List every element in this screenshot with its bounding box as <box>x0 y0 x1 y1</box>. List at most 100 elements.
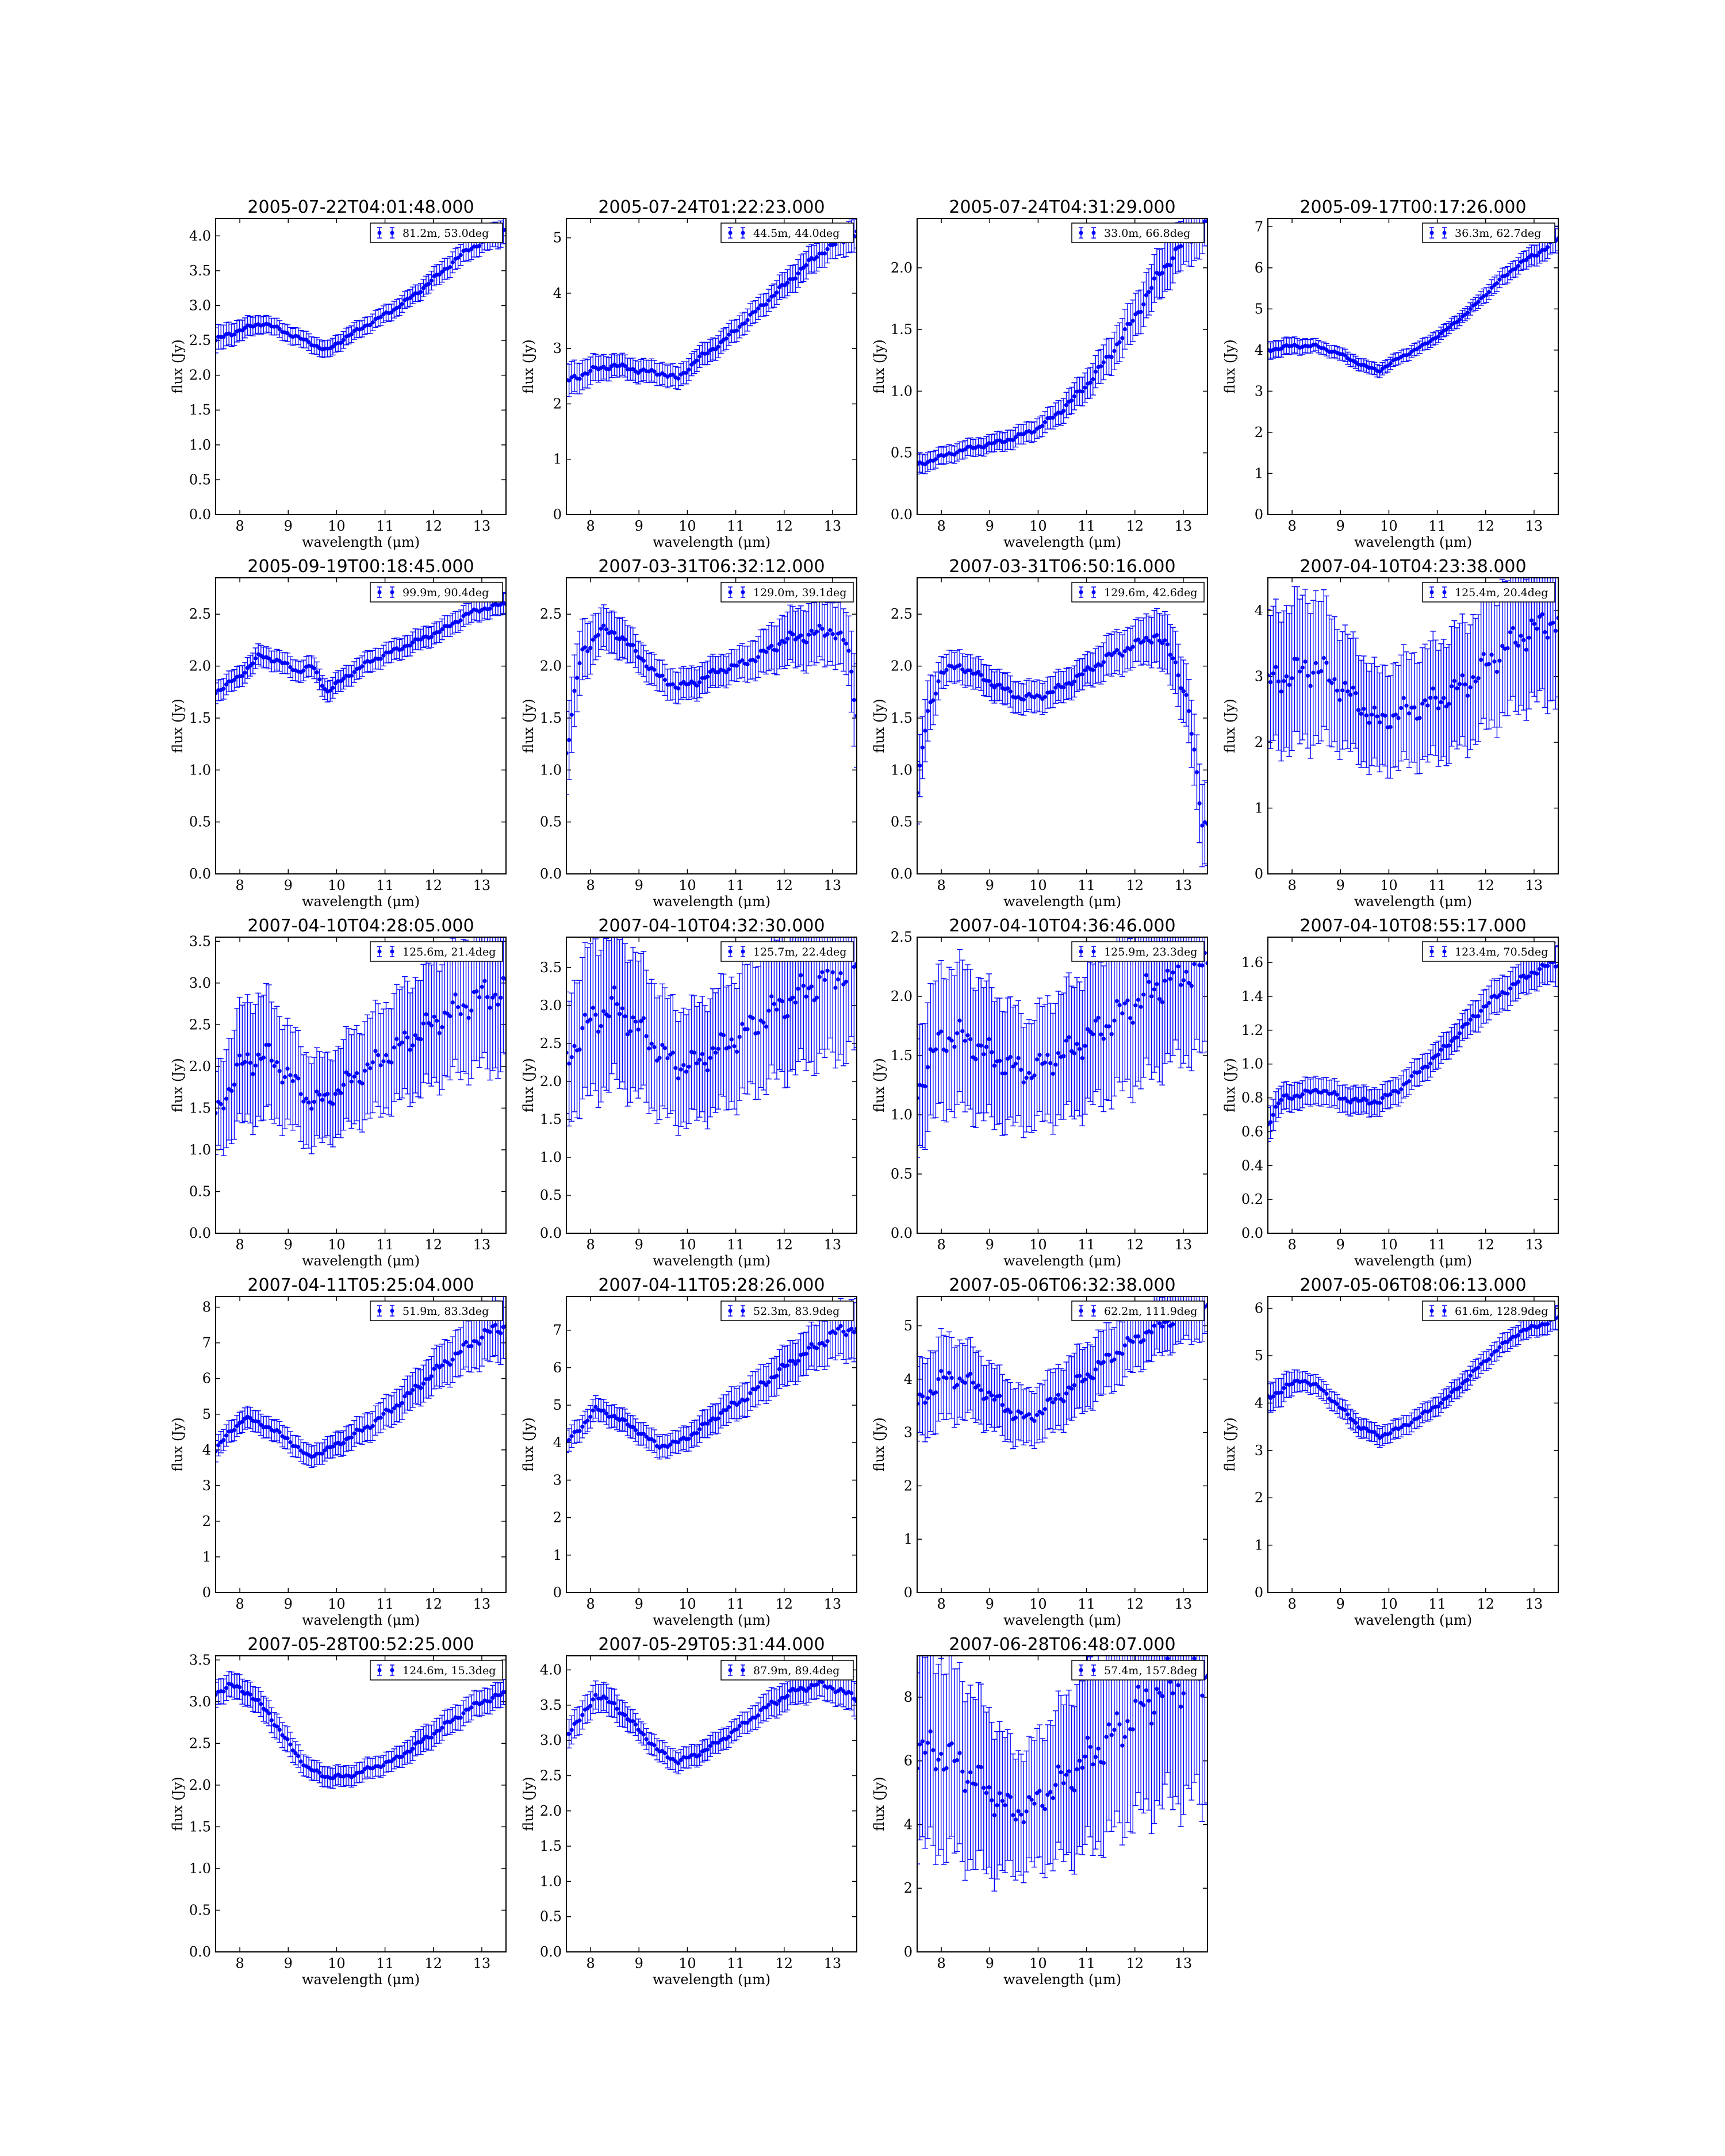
data-point <box>1442 696 1446 700</box>
data-point <box>362 1068 367 1073</box>
data-point <box>801 984 806 988</box>
data-point <box>1279 347 1283 351</box>
legend-marker <box>1091 590 1096 594</box>
x-tick-label: 9 <box>635 1237 643 1253</box>
data-point <box>1335 688 1340 693</box>
data-point <box>1130 645 1135 649</box>
data-point <box>1321 655 1326 661</box>
data-point <box>1053 685 1058 690</box>
data-point <box>944 667 949 672</box>
data-point <box>339 1091 343 1095</box>
data-point <box>1439 700 1443 704</box>
data-point <box>703 1061 707 1066</box>
data-point <box>274 324 279 329</box>
data-point <box>791 632 795 636</box>
data-point <box>1447 701 1451 706</box>
y-tick-label: 0.0 <box>540 1225 562 1241</box>
data-point <box>1122 327 1127 332</box>
data-point <box>769 994 774 999</box>
data-point <box>458 252 463 258</box>
data-point <box>1072 679 1076 684</box>
data-point <box>925 708 930 713</box>
axes-frame <box>917 218 1208 515</box>
data-point <box>708 1056 712 1060</box>
data-point <box>1486 662 1492 666</box>
data-point <box>1524 647 1529 652</box>
data-point <box>469 247 474 251</box>
data-point <box>783 640 787 645</box>
data-point <box>585 371 590 376</box>
data-point <box>775 648 779 653</box>
legend-label: 33.0m, 66.8deg <box>1104 227 1190 240</box>
x-tick-label: 10 <box>1029 1237 1047 1253</box>
axes-frame <box>215 937 507 1234</box>
data-point <box>846 649 851 653</box>
data-point <box>740 1022 745 1026</box>
y-tick-label: 0.0 <box>189 507 211 523</box>
data-point <box>1524 258 1529 262</box>
data-point <box>282 1075 288 1079</box>
data-point <box>569 712 574 717</box>
data-point <box>639 1019 643 1023</box>
data-point <box>1284 674 1289 678</box>
data-point <box>1037 694 1042 699</box>
data-point <box>378 1063 383 1068</box>
data-point <box>933 691 938 696</box>
data-point <box>453 992 458 997</box>
data-point <box>267 656 271 661</box>
data-point <box>963 447 967 452</box>
x-tick-label: 11 <box>1428 877 1446 893</box>
y-tick-label: 2.0 <box>891 658 913 674</box>
data-point <box>466 1015 471 1020</box>
data-point <box>625 1032 630 1037</box>
data-point <box>724 336 729 341</box>
data-point <box>1346 689 1350 694</box>
data-point <box>1527 635 1531 640</box>
data-point <box>1481 651 1486 657</box>
data-point <box>1005 686 1010 690</box>
data-point <box>1457 317 1462 322</box>
data-point <box>670 373 675 377</box>
data-point <box>756 655 761 659</box>
x-tick-label: 8 <box>586 518 595 534</box>
data-point <box>400 647 404 651</box>
y-tick-label: 1.5 <box>540 710 562 726</box>
data-point <box>817 975 822 979</box>
data-point <box>737 324 742 329</box>
data-point <box>1388 724 1393 730</box>
data-point <box>400 1040 404 1045</box>
data-point <box>1308 684 1313 688</box>
legend-marker <box>377 590 382 594</box>
y-axis-label: flux (Jy) <box>170 699 186 753</box>
chart-panel-10: 2007-04-10T04:32:30.000 0.0 0.5 1.0 1.5 2.0 2.… <box>520 916 857 1269</box>
data-point <box>1476 676 1481 681</box>
y-tick-label: 1.5 <box>189 710 211 726</box>
y-tick-label: 2.5 <box>189 606 211 622</box>
x-tick-label: 12 <box>775 518 793 534</box>
y-axis-label: flux (Jy) <box>871 1058 887 1112</box>
data-point <box>1431 686 1435 691</box>
x-axis-label: wavelength (μm) <box>653 893 770 910</box>
data-point <box>807 632 811 637</box>
data-point <box>1465 310 1470 315</box>
data-point <box>1136 637 1141 642</box>
data-point <box>833 985 838 990</box>
legend-label: 125.4m, 20.4deg <box>1455 586 1548 599</box>
data-point <box>392 1045 397 1050</box>
legend-marker <box>390 949 394 954</box>
data-point <box>1479 657 1483 662</box>
y-tick-label: 0.5 <box>891 445 913 461</box>
data-point <box>1171 656 1175 661</box>
data-point <box>1383 713 1387 718</box>
data-point <box>448 264 453 270</box>
data-point <box>716 344 720 349</box>
data-point <box>1516 643 1521 648</box>
data-point <box>695 358 699 363</box>
data-point <box>469 609 474 614</box>
data-point <box>1343 681 1347 685</box>
x-tick-label: 8 <box>586 877 595 893</box>
y-tick-label: 2 <box>1255 734 1263 750</box>
data-point <box>288 665 293 669</box>
data-point <box>748 312 753 317</box>
